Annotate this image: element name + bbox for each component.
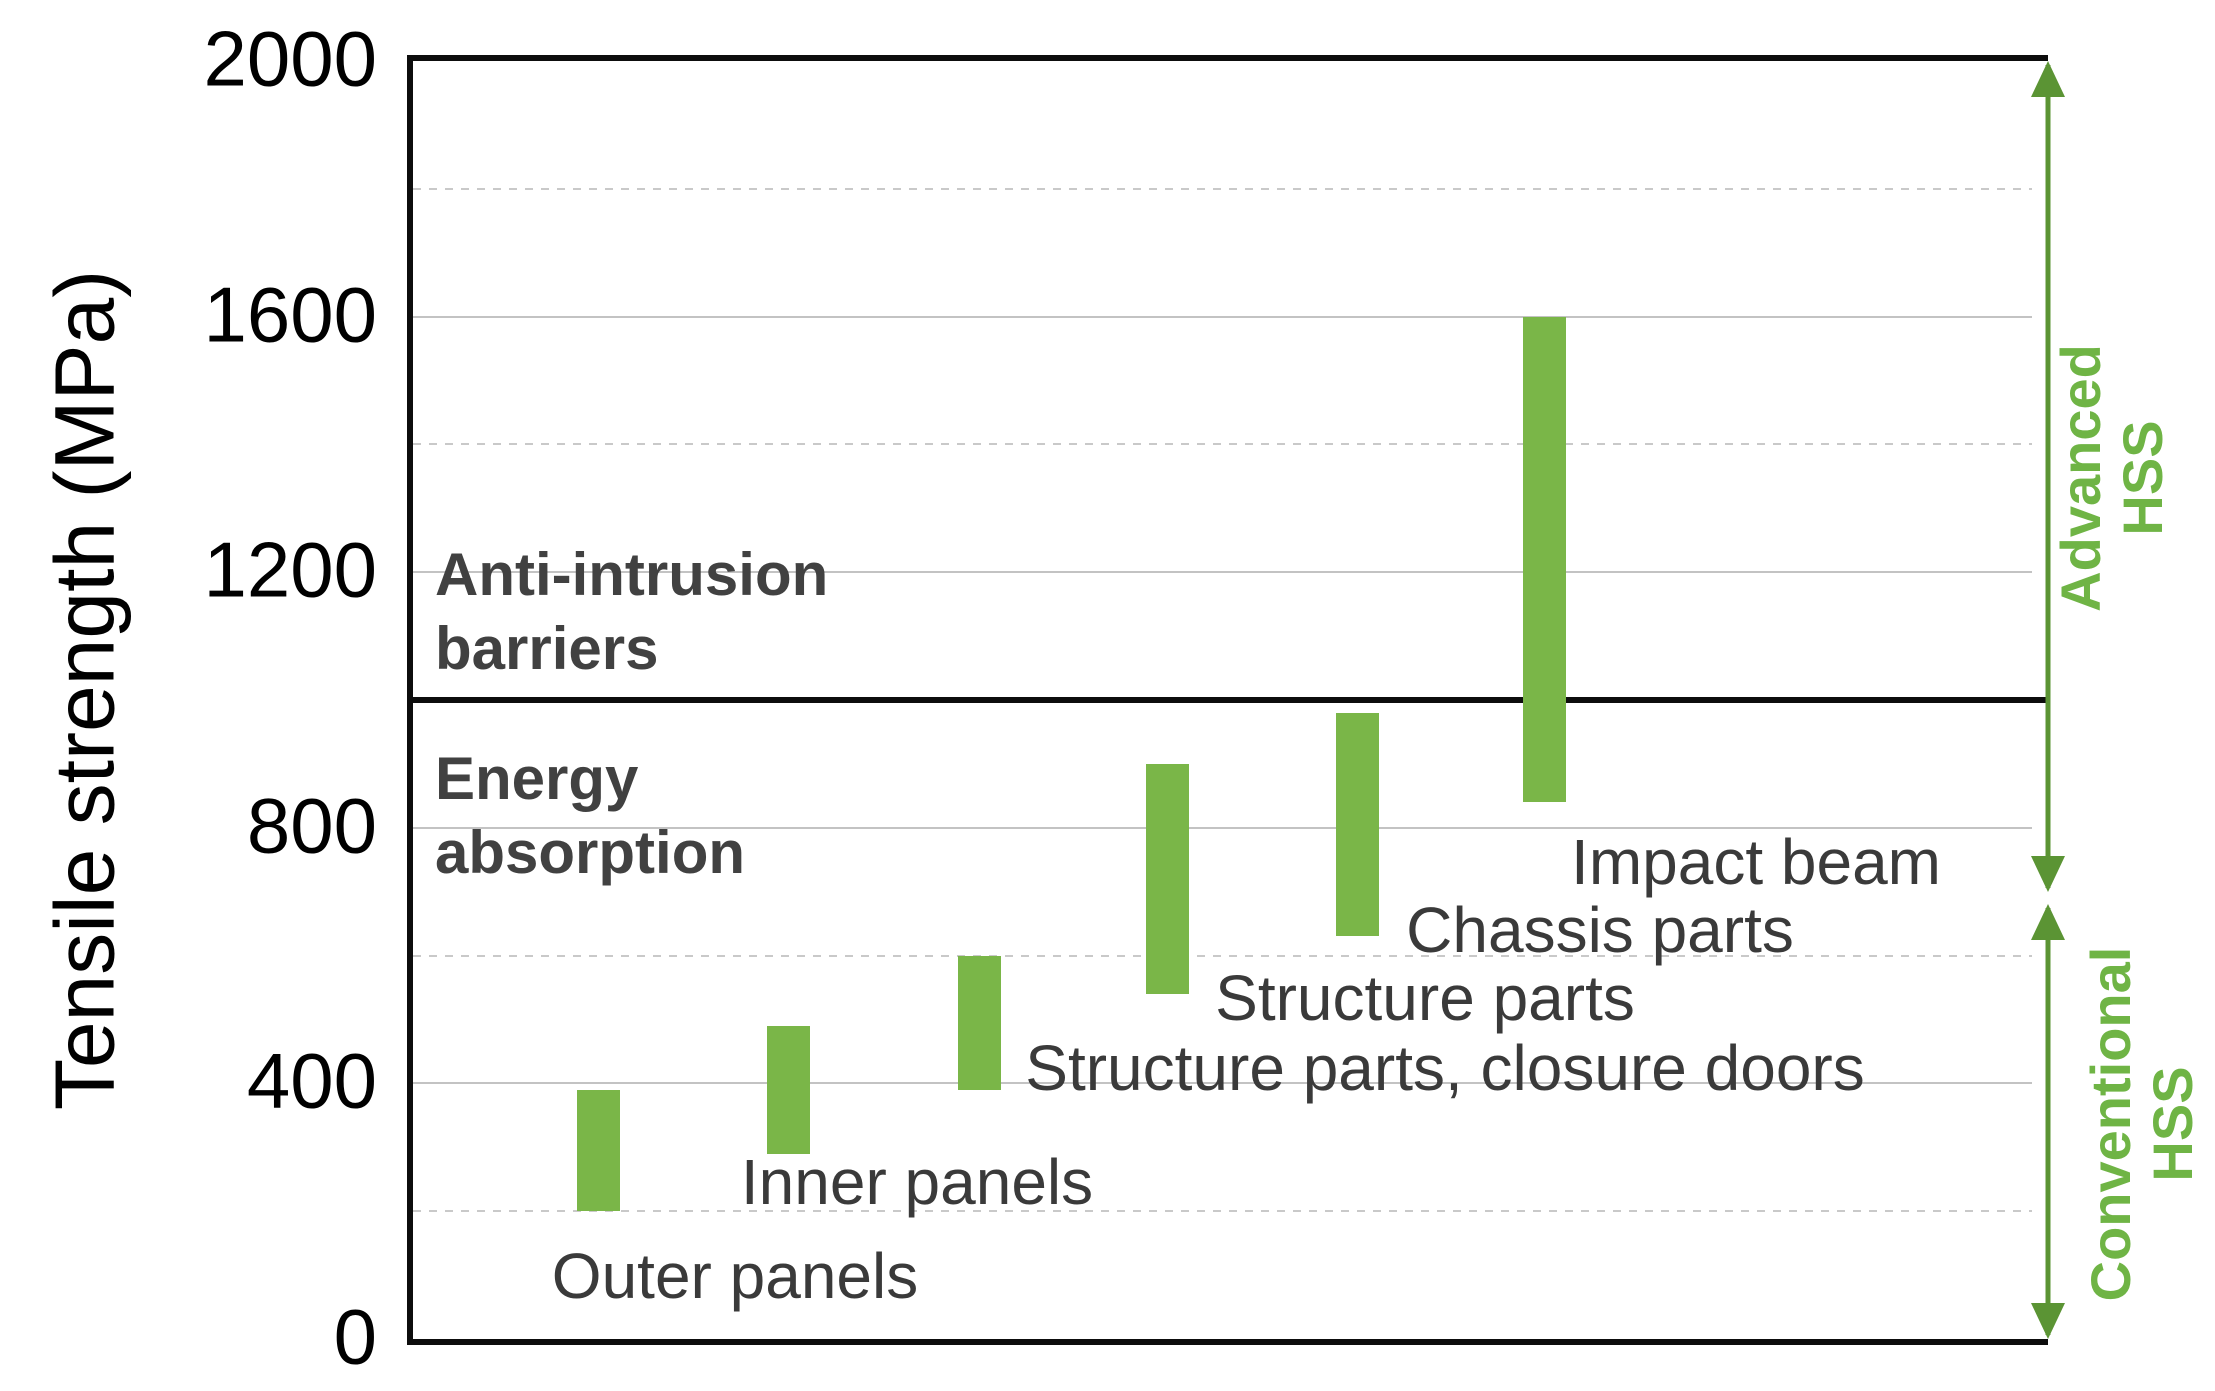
range-arrow-conventional-hss xyxy=(2029,904,2067,1339)
gridline-solid-1600 xyxy=(413,315,2032,318)
range-bar-inner-panels xyxy=(766,1025,810,1154)
bar-label-impact-beam: Impact beam xyxy=(1571,826,1941,898)
gridline-dashed-200 xyxy=(413,1210,2032,1213)
range-bar-structure-parts xyxy=(1145,763,1189,994)
bar-label-outer-panels: Outer panels xyxy=(551,1240,919,1312)
plot-area xyxy=(407,55,2048,1345)
gridline-solid-400 xyxy=(413,1082,2032,1085)
gridline-dashed-1800 xyxy=(413,187,2032,190)
bar-label-chassis-parts: Chassis parts xyxy=(1406,894,1794,966)
gridline-dashed-600 xyxy=(413,954,2032,957)
arrow-head-up-icon xyxy=(2031,904,2065,941)
range-bar-outer-panels xyxy=(576,1089,620,1212)
range-bar-impact-beam xyxy=(1522,316,1566,803)
gridline-solid-800 xyxy=(413,826,2032,829)
bar-label-structure-parts: Structure parts xyxy=(1215,962,1635,1034)
range-arrow-advanced-hss xyxy=(2029,61,2067,892)
y-tick-label-800: 800 xyxy=(246,781,377,870)
y-tick-label-2000: 2000 xyxy=(203,14,377,103)
arrow-shaft xyxy=(2045,908,2051,1335)
range-bar-chassis-parts xyxy=(1335,712,1379,937)
gridline-dashed-1400 xyxy=(413,443,2032,446)
y-tick-label-1600: 1600 xyxy=(203,270,377,359)
y-axis-tick-labels: 0 400 800 1200 1600 2000 xyxy=(0,15,377,1381)
arrow-shaft xyxy=(2045,65,2051,888)
arrow-head-down-icon xyxy=(2031,855,2065,892)
arrow-head-down-icon xyxy=(2031,1302,2065,1339)
zone-label-energy-absorption: Energy absorption xyxy=(435,745,745,886)
y-tick-label-400: 400 xyxy=(246,1037,377,1126)
divider-1000mpa-line xyxy=(413,697,2048,703)
y-tick-label-0: 0 xyxy=(333,1292,377,1381)
plot-inner-layer xyxy=(413,61,2048,1339)
advanced-hss-label: Advanced HSS xyxy=(2049,344,2174,612)
bar-label-structure-parts-closure-doors: Structure parts, closure doors xyxy=(1025,1032,1865,1104)
y-tick-label-1200: 1200 xyxy=(203,525,377,614)
zone-label-anti-intrusion-barriers: Anti-intrusion barriers xyxy=(435,541,829,682)
range-bar-structure-parts-closure-doors xyxy=(957,955,1001,1090)
bar-label-inner-panels: Inner panels xyxy=(740,1146,1094,1218)
arrow-head-up-icon xyxy=(2031,61,2065,97)
gridline-solid-1200 xyxy=(413,571,2032,574)
conventional-hss-label: Conventional HSS xyxy=(2079,946,2204,1302)
